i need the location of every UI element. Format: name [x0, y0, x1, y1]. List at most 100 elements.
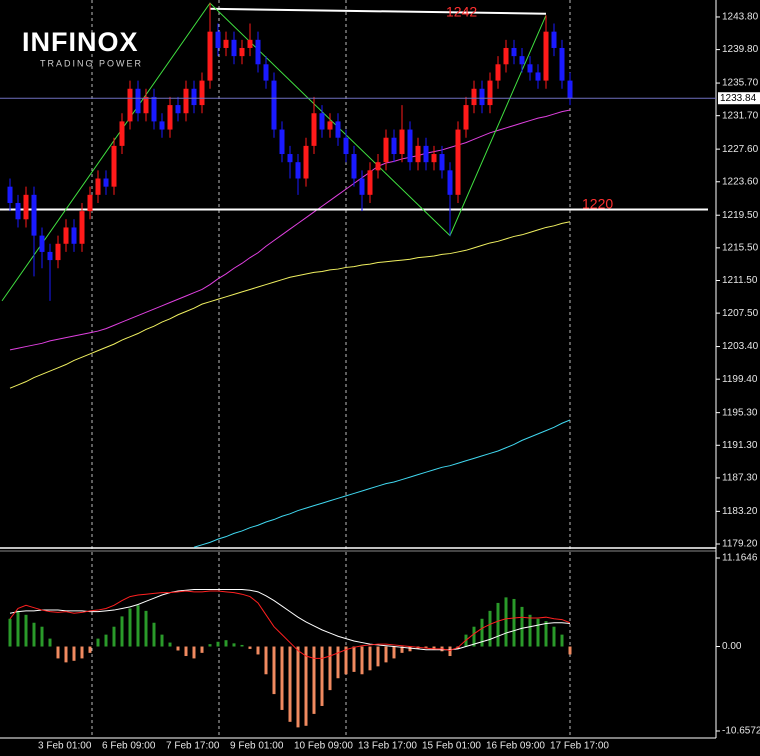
histogram-bar [472, 626, 476, 647]
histogram-bar [216, 641, 220, 647]
y-tick-label: 0.00 [722, 641, 742, 652]
annotation: 1242 [446, 4, 477, 20]
histogram-bar [8, 618, 12, 647]
histogram-bar [336, 646, 340, 679]
y-tick-label: 11.1646 [722, 553, 758, 564]
histogram-bar [16, 610, 20, 647]
histogram-bar [128, 608, 132, 647]
candle-body [95, 178, 101, 195]
candle-body [503, 47, 509, 65]
candle-body [335, 121, 341, 138]
candle-body [39, 235, 45, 252]
y-tick-label: 1179.20 [722, 539, 758, 550]
histogram-bar [104, 634, 108, 647]
x-tick-label: 10 Feb 09:00 [294, 741, 353, 752]
histogram-bar [192, 646, 196, 659]
x-tick-label: 13 Feb 17:00 [358, 741, 417, 752]
histogram-bar [496, 602, 500, 647]
candle-body [239, 47, 245, 57]
candle-body [15, 202, 21, 220]
candle-body [551, 31, 557, 48]
histogram-bar [520, 606, 524, 647]
histogram-bar [48, 638, 52, 647]
candle-body [559, 47, 565, 81]
x-tick-label: 3 Feb 01:00 [38, 741, 92, 752]
histogram-bar [64, 646, 68, 663]
histogram-bar [232, 643, 236, 647]
histogram-bar [352, 646, 356, 672]
histogram-bar [208, 644, 212, 647]
last-price-box [718, 92, 760, 105]
candle-body [319, 113, 325, 130]
candle-body [447, 170, 453, 195]
histogram-bar [560, 634, 564, 647]
y-tick-label: 1215.50 [722, 242, 759, 253]
candle-body [439, 154, 445, 171]
y-tick-label: -10.6572 [722, 726, 760, 737]
candle-body [55, 243, 61, 261]
histogram-bar [408, 646, 412, 652]
y-tick-label: 1207.50 [722, 308, 759, 319]
x-tick-label: 7 Feb 17:00 [166, 741, 220, 752]
candle-body [167, 105, 173, 130]
moving-average [9, 221, 571, 389]
histogram-bar [168, 642, 172, 647]
candle-body [79, 211, 85, 244]
candle-body [255, 39, 261, 65]
histogram-bar [552, 626, 556, 647]
y-tick-label: 1191.30 [722, 440, 758, 451]
candle-body [199, 80, 205, 106]
logo: INFINOX [22, 27, 139, 57]
y-tick-label: 1187.30 [722, 473, 758, 484]
histogram-bar [96, 638, 100, 647]
moving-average [9, 109, 571, 351]
candle-body [143, 96, 149, 114]
candle-body [103, 178, 109, 187]
y-tick-label: 1227.60 [722, 144, 759, 155]
candle-body [399, 129, 405, 155]
candle-body [471, 88, 477, 106]
histogram-bar [272, 646, 276, 695]
candle-body [71, 227, 77, 244]
histogram-bar [328, 646, 332, 691]
candle-body [279, 129, 285, 155]
histogram-bar [344, 646, 348, 675]
histogram-bar [424, 646, 428, 649]
y-tick-label: 1243.80 [722, 12, 759, 23]
candle-body [487, 80, 493, 106]
candle-body [567, 80, 573, 99]
histogram-bar [368, 646, 372, 671]
x-tick-label: 6 Feb 09:00 [102, 741, 156, 752]
candle-body [247, 39, 253, 48]
histogram-bar [488, 610, 492, 647]
histogram-bar [568, 646, 572, 655]
histogram-bar [312, 646, 316, 714]
y-tick-label: 1203.40 [722, 341, 759, 352]
histogram-bar [24, 614, 28, 647]
histogram-bar [296, 646, 300, 728]
histogram-bar [152, 622, 156, 647]
y-tick-label: 1183.20 [722, 506, 758, 517]
candle-body [511, 47, 517, 57]
indicator-line [9, 590, 571, 659]
candle-body [127, 88, 133, 122]
period-separators [91, 0, 571, 738]
candle-body [367, 170, 373, 195]
histogram-bar [320, 646, 324, 706]
y-tick-label: 1239.80 [722, 44, 759, 55]
candle-body [47, 251, 53, 261]
candle-body [455, 129, 461, 195]
candle-body [407, 129, 413, 163]
candle-body [479, 88, 485, 106]
histogram-bar [504, 597, 508, 647]
histogram-bar [448, 646, 452, 657]
candle-body [191, 88, 197, 106]
histogram-bar [376, 646, 380, 667]
candle-body [463, 105, 469, 130]
candle-body [343, 137, 349, 155]
candle-body [111, 145, 117, 187]
histogram-bar [184, 646, 188, 657]
candle-body [351, 154, 357, 179]
candle-body [271, 80, 277, 130]
candle-body [535, 72, 541, 81]
